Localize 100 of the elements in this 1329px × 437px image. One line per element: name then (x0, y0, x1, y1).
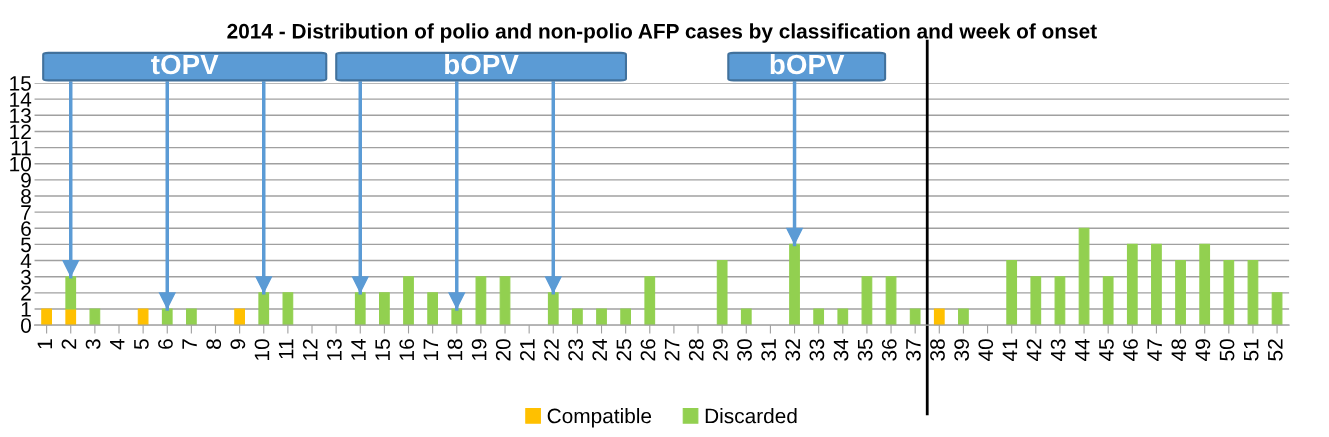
x-tick-label: 48 (1171, 339, 1187, 362)
x-tick-label: 30 (737, 339, 752, 361)
x-tick-label: 16 (399, 339, 415, 360)
y-tick-label: 13 (10, 108, 31, 124)
y-tick-label: 15 (10, 76, 31, 91)
bar (1271, 292, 1283, 326)
x-tick-label: 19 (471, 339, 487, 360)
x-tick-label: 38 (930, 339, 945, 361)
bar (499, 276, 511, 326)
x-tick-label: 29 (713, 339, 728, 361)
bar (1078, 227, 1090, 326)
x-tick-label: 35 (857, 339, 873, 361)
bar (933, 308, 945, 326)
x-tick-label: 32 (785, 339, 801, 361)
x-tick-label: 18 (447, 339, 463, 360)
x-tick-label: 45 (1099, 339, 1114, 362)
y-tick-label: 2 (21, 285, 31, 301)
legend-label: Compatible (547, 408, 652, 428)
bar (813, 308, 825, 326)
bar (403, 276, 414, 326)
y-tick-label: 0 (21, 318, 31, 333)
x-tick-label: 1 (37, 339, 52, 349)
y-tick-label: 6 (21, 221, 31, 237)
x-tick-label: 52 (1267, 339, 1283, 361)
x-tick-label: 47 (1147, 339, 1162, 362)
bar (572, 308, 583, 326)
y-tick-label: 4 (20, 253, 32, 269)
x-tick-label: 2 (61, 339, 77, 349)
bar (1247, 260, 1259, 326)
y-tick-label: 14 (10, 92, 32, 107)
text: bOPV (445, 53, 519, 75)
bar (1006, 260, 1018, 326)
x-tick-label: 11 (278, 339, 294, 359)
bar (185, 308, 197, 326)
bar (1223, 260, 1235, 326)
x-tick-label: 27 (664, 339, 680, 361)
bar (1199, 243, 1211, 326)
x-tick-label: 40 (978, 339, 994, 362)
y-tick-label: 9 (21, 172, 31, 188)
bar (89, 308, 101, 326)
y-tick-label: 7 (21, 205, 31, 220)
bar (234, 308, 246, 326)
bar (716, 260, 728, 326)
x-tick-label: 8 (206, 339, 222, 349)
bar (596, 308, 607, 326)
x-tick-label: 6 (158, 339, 173, 349)
x-tick-label: 26 (640, 339, 656, 361)
bar (1175, 260, 1186, 326)
y-tick-label: 3 (20, 269, 31, 285)
x-tick-label: 14 (351, 338, 366, 360)
x-tick-label: 51 (1243, 339, 1259, 361)
x-tick-label: 12 (302, 339, 318, 360)
x-tick-label: 10 (254, 339, 270, 360)
x-tick-label: 33 (809, 339, 825, 361)
x-tick-label: 4 (110, 338, 125, 350)
x-tick-label: 42 (1026, 339, 1042, 362)
x-tick-label: 50 (1219, 339, 1235, 361)
bar (137, 308, 149, 326)
y-tick-label: 8 (21, 189, 31, 204)
bar (644, 276, 656, 326)
bar (740, 308, 752, 326)
x-tick-label: 22 (544, 339, 559, 361)
x-tick-label: 31 (761, 339, 776, 361)
x-tick-label: 39 (954, 339, 970, 361)
bar (885, 276, 897, 326)
bar (379, 292, 390, 326)
bar (1151, 243, 1162, 326)
bar (909, 308, 921, 326)
bar (427, 292, 439, 326)
x-tick-label: 34 (833, 338, 849, 361)
bar (1102, 276, 1114, 326)
bar (282, 292, 294, 326)
x-tick-label: 37 (906, 339, 921, 361)
x-tick-label: 24 (592, 338, 607, 361)
bar (1126, 243, 1138, 326)
chart-title: 2014 - Distribution of polio and non-polio AFP cases by classification and week of onset (227, 23, 1097, 43)
x-tick-label: 17 (423, 339, 439, 360)
bar (837, 308, 849, 326)
x-tick-label: 25 (616, 339, 632, 361)
x-tick-label: 13 (326, 339, 342, 360)
x-tick-label: 7 (182, 339, 197, 349)
x-tick-label: 3 (85, 339, 101, 350)
x-tick-label: 28 (688, 339, 704, 361)
bar (1030, 276, 1042, 326)
y-tick-label: 10 (10, 156, 31, 172)
x-tick-label: 15 (375, 339, 390, 360)
text: tOPV (151, 54, 219, 75)
x-tick-label: 44 (1075, 338, 1090, 362)
x-tick-label: 5 (134, 339, 149, 350)
x-tick-label: 43 (1050, 339, 1066, 362)
bar (958, 308, 969, 326)
x-tick-label: 46 (1123, 339, 1138, 362)
y-tick-label: 11 (11, 140, 31, 156)
bar (1054, 276, 1066, 326)
x-tick-label: 20 (495, 339, 511, 361)
x-tick-label: 9 (230, 339, 246, 349)
y-tick-label: 5 (21, 237, 31, 253)
x-tick-label: 36 (881, 339, 897, 361)
x-tick-label: 21 (519, 339, 535, 361)
x-tick-label: 41 (1002, 339, 1018, 362)
